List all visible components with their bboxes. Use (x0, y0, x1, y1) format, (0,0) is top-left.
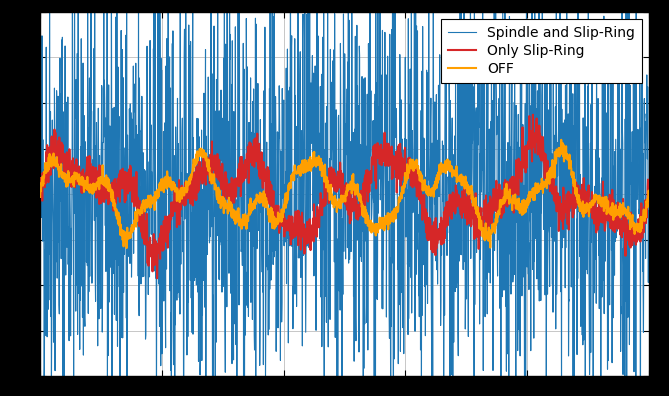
Only Slip-Ring (316, 202, 324, 207)
Only Slip-Ring (529, 112, 537, 117)
Only Slip-Ring (628, 230, 636, 235)
Only Slip-Ring (67, 167, 75, 171)
Only Slip-Ring (153, 276, 161, 281)
Spindle and Slip-Ring (316, 295, 324, 299)
OFF (516, 211, 524, 215)
OFF (645, 196, 653, 200)
OFF (332, 199, 341, 204)
Only Slip-Ring (516, 175, 524, 180)
OFF (36, 194, 44, 199)
Spindle and Slip-Ring (67, 226, 75, 231)
Spindle and Slip-Ring (516, 354, 524, 358)
OFF (557, 137, 565, 142)
OFF (628, 221, 636, 226)
Only Slip-Ring (645, 194, 653, 198)
Legend: Spindle and Slip-Ring, Only Slip-Ring, OFF: Spindle and Slip-Ring, Only Slip-Ring, O… (442, 19, 642, 83)
Only Slip-Ring (332, 190, 341, 194)
Only Slip-Ring (36, 176, 44, 181)
Line: Only Slip-Ring: Only Slip-Ring (40, 115, 649, 278)
OFF (628, 215, 636, 219)
Spindle and Slip-Ring (628, 165, 636, 169)
Only Slip-Ring (628, 243, 636, 248)
Spindle and Slip-Ring (628, 226, 636, 231)
OFF (67, 179, 75, 183)
Spindle and Slip-Ring (36, 142, 44, 147)
Spindle and Slip-Ring (645, 266, 653, 271)
Line: Spindle and Slip-Ring: Spindle and Slip-Ring (40, 0, 649, 396)
OFF (316, 165, 324, 170)
OFF (122, 246, 130, 250)
Spindle and Slip-Ring (332, 236, 341, 241)
Line: OFF: OFF (40, 140, 649, 248)
